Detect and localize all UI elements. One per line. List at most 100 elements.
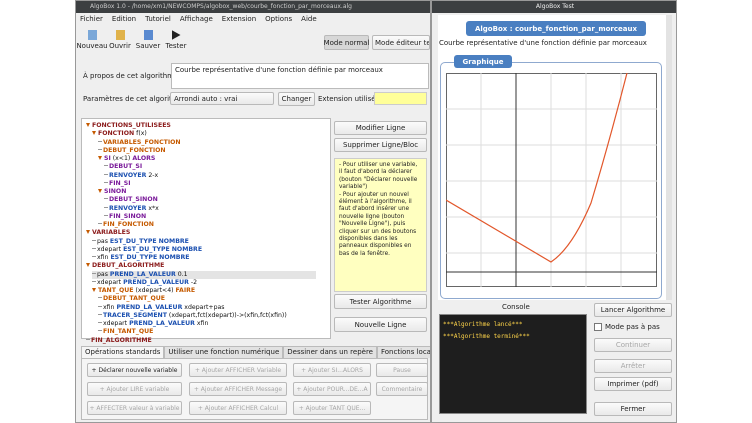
tree-connector bbox=[92, 256, 96, 257]
operation-button[interactable]: + AFFECTER valeur à variable bbox=[87, 401, 182, 415]
tab[interactable]: Dessiner dans un repère bbox=[283, 346, 377, 358]
menu-item[interactable]: Aide bbox=[301, 15, 317, 23]
tree-line[interactable]: FONCTION f(x) bbox=[92, 130, 147, 138]
operation-button[interactable]: + Ajouter TANT QUE... bbox=[293, 401, 371, 415]
algorithm-tree[interactable]: FONCTIONS_UTILISEES FONCTION f(x) VARIABLE… bbox=[81, 118, 331, 344]
tree-line[interactable]: pas PREND_LA_VALEUR 0.1 bbox=[92, 270, 316, 279]
tree-text: (xdepart,fct(xdepart))->(xfin,fct(xfin)) bbox=[168, 311, 287, 319]
about-text[interactable]: Courbe représentative d'une fonction déf… bbox=[171, 63, 429, 89]
tree-line[interactable]: DEBUT_SI bbox=[104, 163, 142, 171]
tree-line[interactable]: DEBUT_FONCTION bbox=[98, 147, 166, 155]
tree-connector bbox=[92, 247, 96, 249]
expand-arrow[interactable] bbox=[92, 288, 96, 292]
tree-text: VARIABLES_FONCTION bbox=[103, 138, 181, 146]
menu-item[interactable]: Options bbox=[265, 15, 293, 23]
tree-connector bbox=[104, 214, 108, 216]
operation-button[interactable]: Pause bbox=[376, 363, 428, 377]
tree-text: PREND_LA_VALEUR bbox=[116, 303, 183, 311]
tab[interactable]: Opérations standards bbox=[81, 346, 165, 358]
tree-line[interactable]: TRACER_SEGMENT (xdepart,fct(xdepart))->(… bbox=[98, 312, 287, 320]
tree-connector bbox=[98, 297, 102, 299]
mode-normal-button[interactable]: Mode normal bbox=[324, 35, 369, 50]
params-dropdown[interactable]: Arrondi auto : vrai bbox=[170, 92, 274, 105]
tree-line[interactable]: RENVOYER 2-x bbox=[104, 172, 158, 180]
toolbar-button[interactable]: Ouvrir bbox=[108, 30, 132, 55]
console-line: ***Algorithme terminé*** bbox=[443, 333, 530, 340]
tree-line[interactable]: TANT_QUE (xdepart<4) FAIRE bbox=[92, 287, 195, 295]
tree-line[interactable]: pas EST_DU_TYPE NOMBRE bbox=[92, 238, 189, 246]
tree-text: xfin bbox=[97, 254, 109, 261]
tree-text: EST_DU_TYPE bbox=[109, 237, 157, 245]
graph-grid bbox=[446, 73, 657, 287]
toolbar-label: Nouveau bbox=[76, 42, 108, 50]
graph-group bbox=[440, 62, 662, 299]
tree-line[interactable]: SI (x<1) ALORS bbox=[98, 155, 155, 163]
tree-line[interactable]: DEBUT_TANT_QUE bbox=[98, 295, 165, 303]
tree-line[interactable]: VARIABLES_FONCTION bbox=[98, 139, 181, 147]
new-line-button[interactable]: Nouvelle Ligne bbox=[334, 317, 427, 332]
expand-arrow[interactable] bbox=[98, 189, 102, 193]
tree-line[interactable]: FIN_FONCTION bbox=[98, 221, 154, 229]
operation-button[interactable]: + Ajouter LIRE variable bbox=[87, 382, 182, 396]
tree-line[interactable]: xdepart PREND_LA_VALEUR -2 bbox=[92, 279, 197, 287]
tree-line[interactable]: xfin PREND_LA_VALEUR xdepart+pas bbox=[98, 304, 225, 312]
expand-arrow[interactable] bbox=[86, 123, 90, 127]
expand-arrow[interactable] bbox=[86, 230, 90, 235]
tree-text: ALORS bbox=[132, 155, 156, 162]
toolbar-button[interactable]: Sauver bbox=[136, 30, 160, 55]
operation-button[interactable]: + Déclarer nouvelle variable bbox=[87, 363, 182, 377]
toolbar-button[interactable]: Tester bbox=[164, 30, 188, 55]
test-window: AlgoBox Test AlgoBox : courbe_fonction_p… bbox=[431, 0, 677, 423]
mode-editor-button[interactable]: Mode éditeur texte bbox=[372, 35, 430, 50]
operation-button[interactable]: Commentaire bbox=[376, 382, 428, 396]
tree-line[interactable]: VARIABLES bbox=[86, 229, 130, 237]
expand-arrow[interactable] bbox=[98, 156, 102, 160]
tree-connector bbox=[98, 148, 102, 150]
test-button[interactable]: Imprimer (pdf) bbox=[594, 377, 672, 391]
test-button[interactable]: Continuer bbox=[594, 338, 672, 352]
tree-line[interactable]: DEBUT_ALGORITHME bbox=[86, 262, 164, 270]
tree-line[interactable]: SINON bbox=[98, 188, 126, 196]
tree-line[interactable]: xfin EST_DU_TYPE NOMBRE bbox=[92, 254, 189, 262]
tree-line[interactable]: DEBUT_SINON bbox=[104, 196, 158, 204]
test-algorithm-button[interactable]: Tester Algorithme bbox=[334, 294, 427, 309]
tree-line[interactable]: FONCTIONS_UTILISEES bbox=[86, 122, 171, 130]
tab[interactable]: Utiliser une fonction numérique bbox=[164, 346, 284, 358]
menu-item[interactable]: Extension bbox=[221, 15, 257, 23]
tree-text: SI bbox=[104, 155, 111, 162]
tree-line[interactable]: xdepart EST_DU_TYPE NOMBRE bbox=[92, 246, 202, 254]
toolbar-button[interactable]: Nouveau bbox=[76, 30, 108, 55]
operation-button[interactable]: + Ajouter AFFICHER Message bbox=[189, 382, 287, 396]
tree-line[interactable]: FIN_SINON bbox=[104, 213, 146, 221]
modify-line-button[interactable]: Modifier Ligne bbox=[334, 121, 427, 135]
expand-arrow[interactable] bbox=[86, 263, 90, 268]
operation-button[interactable]: + Ajouter AFFICHER Calcul bbox=[189, 401, 287, 415]
test-button[interactable]: Fermer bbox=[594, 402, 672, 416]
toolbar-icon bbox=[115, 30, 125, 40]
tree-text: DEBUT_TANT_QUE bbox=[103, 295, 165, 303]
tab[interactable]: Fonctions locales bbox=[376, 346, 430, 358]
tree-line[interactable]: FIN_SI bbox=[104, 180, 131, 188]
operation-button[interactable]: + Ajouter SI...ALORS bbox=[293, 363, 371, 377]
test-button[interactable]: Lancer Algorithme bbox=[594, 303, 672, 317]
tree-line[interactable]: FIN_TANT_QUE bbox=[98, 328, 153, 336]
change-button[interactable]: Changer bbox=[278, 92, 315, 106]
scrollbar bbox=[666, 15, 672, 300]
tree-text: NOMBRE bbox=[159, 254, 190, 261]
delete-line-button[interactable]: Supprimer Ligne/Bloc bbox=[334, 138, 427, 152]
tree-line[interactable]: xdepart PREND_LA_VALEUR xfin bbox=[98, 320, 208, 328]
checkbox[interactable] bbox=[594, 323, 602, 331]
menu-item[interactable]: Affichage bbox=[179, 15, 213, 23]
step-checkbox[interactable]: Mode pas à pas bbox=[594, 323, 660, 331]
tree-text: EST_DU_TYPE bbox=[123, 245, 170, 253]
test-button[interactable]: Arrêter bbox=[594, 359, 672, 373]
tree-line[interactable]: RENVOYER x*x bbox=[104, 205, 159, 213]
extension-field[interactable] bbox=[374, 92, 427, 105]
operation-button[interactable]: + Ajouter POUR...DE...A bbox=[293, 382, 371, 396]
menu-item[interactable]: Fichier bbox=[80, 15, 103, 23]
expand-arrow[interactable] bbox=[92, 131, 96, 136]
operation-button[interactable]: + Ajouter AFFICHER Variable bbox=[189, 363, 287, 377]
menu-item[interactable]: Tutoriel bbox=[145, 15, 171, 23]
menu-item[interactable]: Edition bbox=[111, 15, 137, 23]
tree-line[interactable]: FIN_ALGORITHME bbox=[86, 337, 152, 345]
